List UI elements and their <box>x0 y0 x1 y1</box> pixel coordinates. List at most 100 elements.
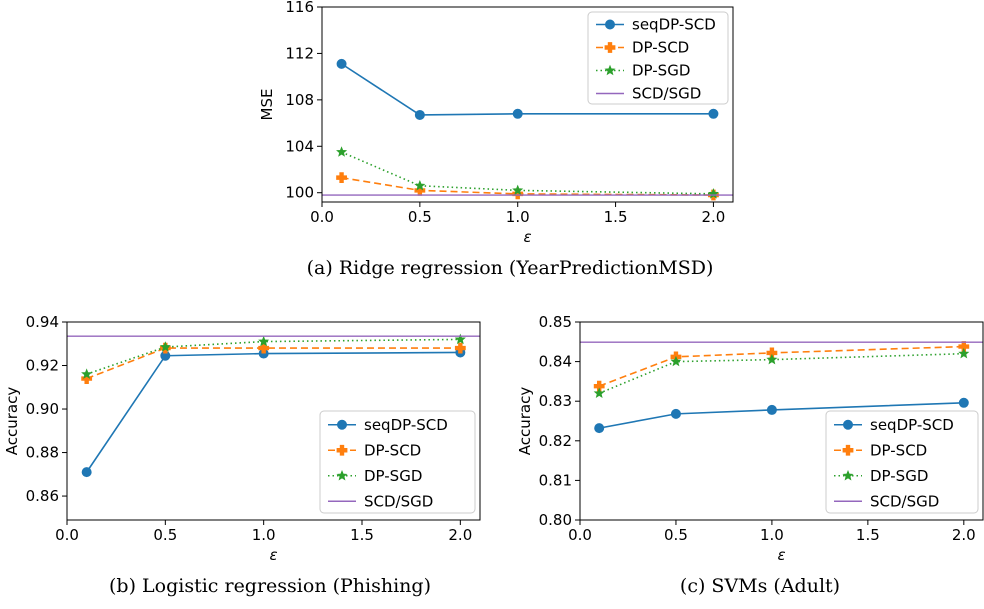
data-point-dp-sgd-0 <box>81 368 93 379</box>
x-tick-label: 0.5 <box>664 526 688 544</box>
legend: seqDP-SCD DP-SCD DP-SGD SCD/SGD <box>319 410 476 514</box>
data-point-seqdp-scd-1 <box>414 109 425 120</box>
legend: seqDP-SCD DP-SCD DP-SGD SCD/SGD <box>825 410 979 514</box>
data-point-dp-sgd-1 <box>414 179 426 191</box>
y-tick-label: 0.92 <box>26 357 59 375</box>
series-line-dp-sgd <box>598 352 964 395</box>
y-tick-label: 0.81 <box>539 471 572 489</box>
legend-marker <box>604 42 616 53</box>
y-axis-label: MSE <box>258 89 276 121</box>
legend-label: seqDP-SCD <box>364 416 448 434</box>
y-axis-label: Accuracy <box>516 387 534 456</box>
legend-marker <box>605 19 615 30</box>
figure-caption: (a) Ridge regression (YearPredictionMSD) <box>307 257 714 279</box>
x-tick-label: 1.5 <box>350 526 374 544</box>
x-tick-label: 2.0 <box>701 208 725 226</box>
legend-label: DP-SGD <box>364 467 422 485</box>
axes-frame <box>66 321 481 521</box>
legend-marker <box>843 419 853 430</box>
data-point-dp-sgd-2 <box>258 335 270 347</box>
series-line-dp-scd <box>341 176 714 196</box>
y-tick-label: 104 <box>285 137 314 155</box>
data-point-dp-sgd-0 <box>593 387 605 398</box>
legend-marker <box>842 469 854 481</box>
y-axis-label: Accuracy <box>3 387 21 456</box>
x-axis-label: ε <box>269 546 277 564</box>
legend-label: DP-SGD <box>870 467 928 485</box>
data-point-seqdp-scd-2 <box>766 404 777 415</box>
data-point-seqdp-scd-3 <box>708 108 719 119</box>
data-point-seqdp-scd-0 <box>336 58 347 69</box>
y-tick-label: 100 <box>285 184 314 202</box>
data-point-dp-scd-0 <box>336 172 347 184</box>
series-line-dp-scd <box>598 345 964 387</box>
legend-label: DP-SCD <box>632 39 689 57</box>
x-tick-label: 0.0 <box>55 526 79 544</box>
x-tick-label: 1.0 <box>252 526 276 544</box>
data-point-dp-sgd-3 <box>707 188 719 199</box>
chart-panel-c: 0.0 0.5 1.0 1.5 2.0 0.80 0.81 0.82 0.83 0.84 0.85 ε… <box>516 313 984 597</box>
plot-area-a <box>322 58 733 201</box>
y-tick-label: 0.94 <box>26 313 59 331</box>
y-tick-label: 0.80 <box>539 511 572 529</box>
legend-label: DP-SCD <box>364 441 421 459</box>
data-point-dp-sgd-1 <box>670 355 682 367</box>
figure-caption: (c) SVMs (Adult) <box>680 575 840 597</box>
data-point-dp-sgd-3 <box>958 347 970 359</box>
legend-marker <box>842 444 854 456</box>
data-point-seqdp-scd-2 <box>512 108 523 119</box>
x-axis-label: ε <box>777 546 785 564</box>
legend-marker <box>604 64 616 76</box>
legend-label: seqDP-SCD <box>870 416 954 434</box>
y-tick-label: 108 <box>285 91 314 109</box>
axes-frame <box>579 321 984 521</box>
chart-panel-b: 0.0 0.5 1.0 1.5 2.0 0.86 0.88 0.90 0.92 0.94 ε Accu… <box>3 313 481 597</box>
y-tick-label: 0.90 <box>26 400 59 418</box>
series-line-dp-sgd <box>86 338 461 375</box>
y-tick-label: 116 <box>285 0 314 16</box>
x-tick-label: 0.0 <box>568 526 592 544</box>
data-point-dp-sgd-0 <box>336 146 348 157</box>
legend-label: SCD/SGD <box>632 85 701 103</box>
x-tick-label: 1.0 <box>506 208 530 226</box>
series-line-dp-scd <box>86 347 461 380</box>
series-line-dp-sgd <box>341 151 714 195</box>
data-point-dp-scd-0 <box>593 380 605 392</box>
legend-box <box>587 11 729 105</box>
x-tick-label: 0.5 <box>153 526 177 544</box>
x-tick-label: 0.5 <box>408 208 432 226</box>
legend-label: SCD/SGD <box>870 492 939 510</box>
plot-area-c <box>580 341 983 434</box>
legend: seqDP-SCD DP-SCD DP-SGD SCD/SGD <box>587 11 729 105</box>
x-tick-label: 1.0 <box>760 526 784 544</box>
x-tick-label: 2.0 <box>448 526 472 544</box>
figure-caption: (b) Logistic regression (Phishing) <box>109 575 431 597</box>
series-line-seqdp-scd <box>86 351 461 473</box>
series-line-seqdp-scd <box>341 63 714 116</box>
x-tick-label: 1.5 <box>856 526 880 544</box>
series-line-seqdp-scd <box>599 401 964 429</box>
data-point-dp-sgd-3 <box>454 333 466 345</box>
y-tick-label: 0.84 <box>539 353 572 371</box>
y-tick-label: 0.83 <box>539 392 572 410</box>
data-point-seqdp-scd-1 <box>670 408 681 419</box>
legend-label: seqDP-SCD <box>632 16 716 34</box>
legend-label: SCD/SGD <box>364 492 433 510</box>
x-tick-label: 2.0 <box>952 526 976 544</box>
legend-marker <box>337 419 347 430</box>
axes-frame <box>321 6 734 203</box>
legend-label: DP-SCD <box>870 441 927 459</box>
y-tick-label: 0.88 <box>26 444 59 462</box>
legend-marker <box>336 444 348 456</box>
legend-label: DP-SGD <box>632 62 690 80</box>
x-axis-label: ε <box>523 228 531 246</box>
data-point-seqdp-scd-3 <box>958 397 969 408</box>
data-point-dp-scd-2 <box>766 347 778 359</box>
x-tick-label: 0.0 <box>310 208 334 226</box>
data-point-seqdp-scd-0 <box>81 467 92 478</box>
legend-box <box>825 410 979 514</box>
legend-box <box>319 410 476 514</box>
data-point-seqdp-scd-0 <box>594 423 605 434</box>
plot-area-b <box>67 333 480 478</box>
